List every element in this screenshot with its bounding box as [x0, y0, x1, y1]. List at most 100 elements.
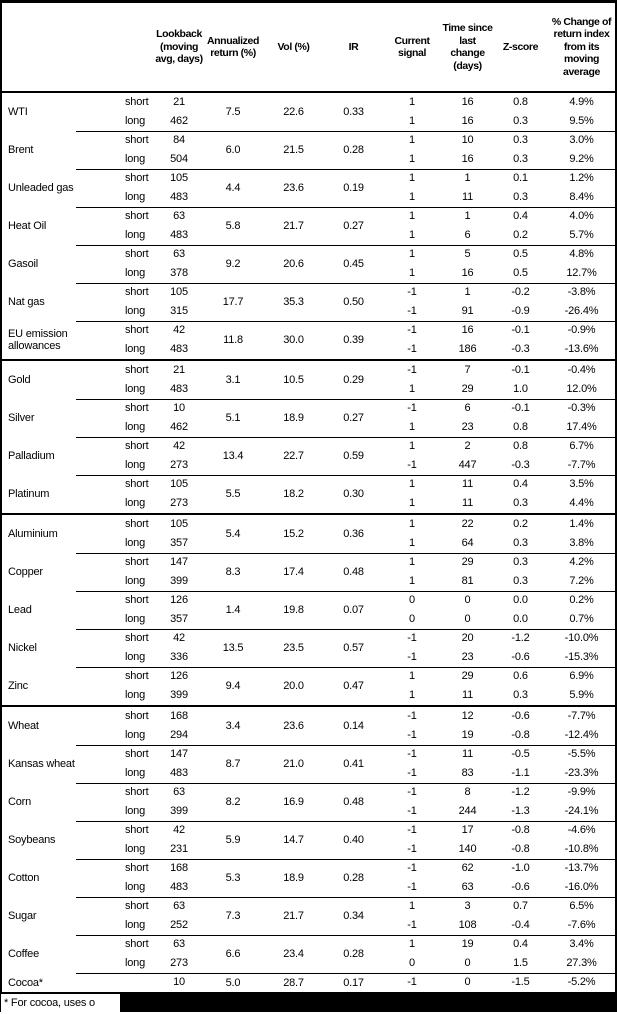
cell-ir: 0.27	[343, 220, 364, 232]
cell-ir: 0.39	[343, 334, 364, 346]
horizon-label-value: short	[125, 670, 149, 682]
cell-vol: 23.4	[283, 948, 304, 960]
commodity-name: Brent	[8, 144, 34, 156]
cell-lookback-value: 168	[170, 710, 188, 722]
cell-vol: 18.9	[283, 872, 304, 884]
cell-change-value: 17.4%	[566, 421, 597, 433]
cell-lookback-value: 105	[170, 172, 188, 184]
cell-lookback-value: 378	[170, 267, 188, 279]
cell-zscore-value: -0.4	[511, 919, 530, 931]
horizon-label-value: long	[125, 575, 145, 587]
horizon-label: short long	[117, 707, 154, 745]
cell-current-signal-value: 1	[409, 478, 415, 490]
cell-lookback-value: 483	[170, 767, 188, 779]
horizon-label-value: short	[125, 900, 149, 912]
commodity-name: Nat gas	[8, 296, 45, 308]
horizon-label: short long	[117, 361, 154, 399]
cell-current-signal-value: -1	[407, 710, 417, 722]
cell-time-since-value: 16	[461, 267, 474, 279]
cell-change-value: 3.8%	[569, 537, 594, 549]
cell-lookback-value: 10	[173, 402, 185, 414]
horizon-label-value: long	[125, 383, 145, 395]
cell-current-signal: -1 -1	[382, 283, 442, 321]
commodity-name: Cocoa*	[8, 976, 43, 989]
cell-time-since: 6 23	[442, 399, 493, 437]
horizon-label-value: long	[125, 497, 145, 509]
cell-annualized-return: 5.9	[225, 834, 241, 846]
cell-current-signal-value: 1	[409, 556, 415, 568]
cell-time-since: 22 64	[442, 515, 493, 553]
cell-zscore-value: 0.8	[513, 96, 528, 108]
cell-lookback: 126 399	[154, 667, 204, 705]
cell-annualized-return: 8.7	[225, 758, 241, 770]
cell-change: 6.7% -7.7%	[548, 437, 615, 475]
table-section-agriculture: Wheat short long 168 294 3.4 23.6 0.14 -1 -1 12 19 -…	[2, 705, 615, 992]
cell-ir: 0.28	[343, 948, 364, 960]
cell-zscore-value: 0.6	[513, 670, 528, 682]
horizon-label: short long	[117, 283, 154, 321]
cell-lookback: 147 399	[154, 553, 204, 591]
cell-current-signal-value: 1	[409, 96, 415, 108]
cell-time-since-value: 11	[461, 478, 474, 490]
horizon-label-value: short	[125, 402, 149, 414]
cell-change-value: 12.7%	[566, 267, 597, 279]
horizon-label-value: long	[125, 115, 145, 127]
cell-annualized-return: 8.3	[225, 566, 241, 578]
cell-time-since-value: 16	[461, 324, 474, 336]
cell-current-signal: -1 -1	[382, 821, 442, 859]
cell-annualized-return: 13.5	[222, 642, 244, 654]
horizon-label-value: short	[125, 172, 149, 184]
cell-time-since-value: 447	[458, 459, 477, 471]
horizon-label-value: long	[125, 537, 145, 549]
cell-zscore-value: 0.3	[513, 115, 528, 127]
cell-lookback: 105 315	[154, 283, 204, 321]
cell-lookback: 168 294	[154, 707, 204, 745]
cell-lookback-value: 147	[170, 748, 188, 760]
horizon-label-value: short	[125, 96, 149, 108]
cell-time-since: 17 140	[442, 821, 493, 859]
cell-zscore: -0.5 -1.1	[493, 745, 548, 783]
horizon-label-value: short	[125, 324, 149, 336]
col-header-ir: IR	[348, 40, 359, 53]
cell-ir: 0.07	[343, 604, 364, 616]
col-header-time-since: Time since last change (days)	[442, 22, 493, 72]
cell-zscore: 0.1 0.3	[493, 169, 548, 207]
horizon-label: short long	[117, 897, 154, 935]
cell-lookback-value: 126	[170, 594, 188, 606]
cell-change: 3.5% 4.4%	[548, 475, 615, 513]
cell-zscore-value: -0.6	[511, 881, 530, 893]
cell-current-signal-value: 1	[409, 229, 415, 241]
cell-lookback-value: 168	[170, 862, 188, 874]
horizon-label-value: short	[125, 632, 149, 644]
cell-current-signal: -1 -1	[382, 859, 442, 897]
cell-lookback: 42 273	[154, 437, 204, 475]
cell-annualized-return: 1.4	[225, 604, 241, 616]
cell-time-since: 16 186	[442, 321, 493, 359]
horizon-label-value: short	[125, 286, 149, 298]
horizon-label: short long	[117, 475, 154, 513]
cell-lookback-value: 399	[170, 689, 188, 701]
cell-current-signal-value: 0	[409, 594, 415, 606]
cell-zscore: -0.8 -0.8	[493, 821, 548, 859]
cell-time-since-value: 3	[464, 900, 471, 912]
cell-annualized-return: 5.1	[225, 412, 241, 424]
horizon-label: short long	[117, 821, 154, 859]
horizon-label-value: long	[125, 689, 145, 701]
table-row: EU emission allowances short long 42 483 11.8…	[2, 321, 615, 359]
cell-change-value: -10.0%	[564, 632, 599, 644]
horizon-label-value: long	[125, 613, 145, 625]
commodity-name: Zinc	[8, 680, 28, 692]
cell-zscore-value: -0.6	[511, 710, 530, 722]
cell-current-signal-value: 0	[409, 957, 415, 969]
cell-ir: 0.28	[343, 872, 364, 884]
cell-time-since-value: 6	[464, 402, 471, 414]
cell-ir: 0.27	[343, 412, 364, 424]
cell-change-value: 7.2%	[569, 575, 594, 587]
cell-lookback-value: 483	[170, 383, 188, 395]
cell-zscore-value: 1.5	[513, 957, 528, 969]
cell-vol: 19.8	[283, 604, 304, 616]
cell-current-signal-value: -1	[407, 824, 417, 836]
